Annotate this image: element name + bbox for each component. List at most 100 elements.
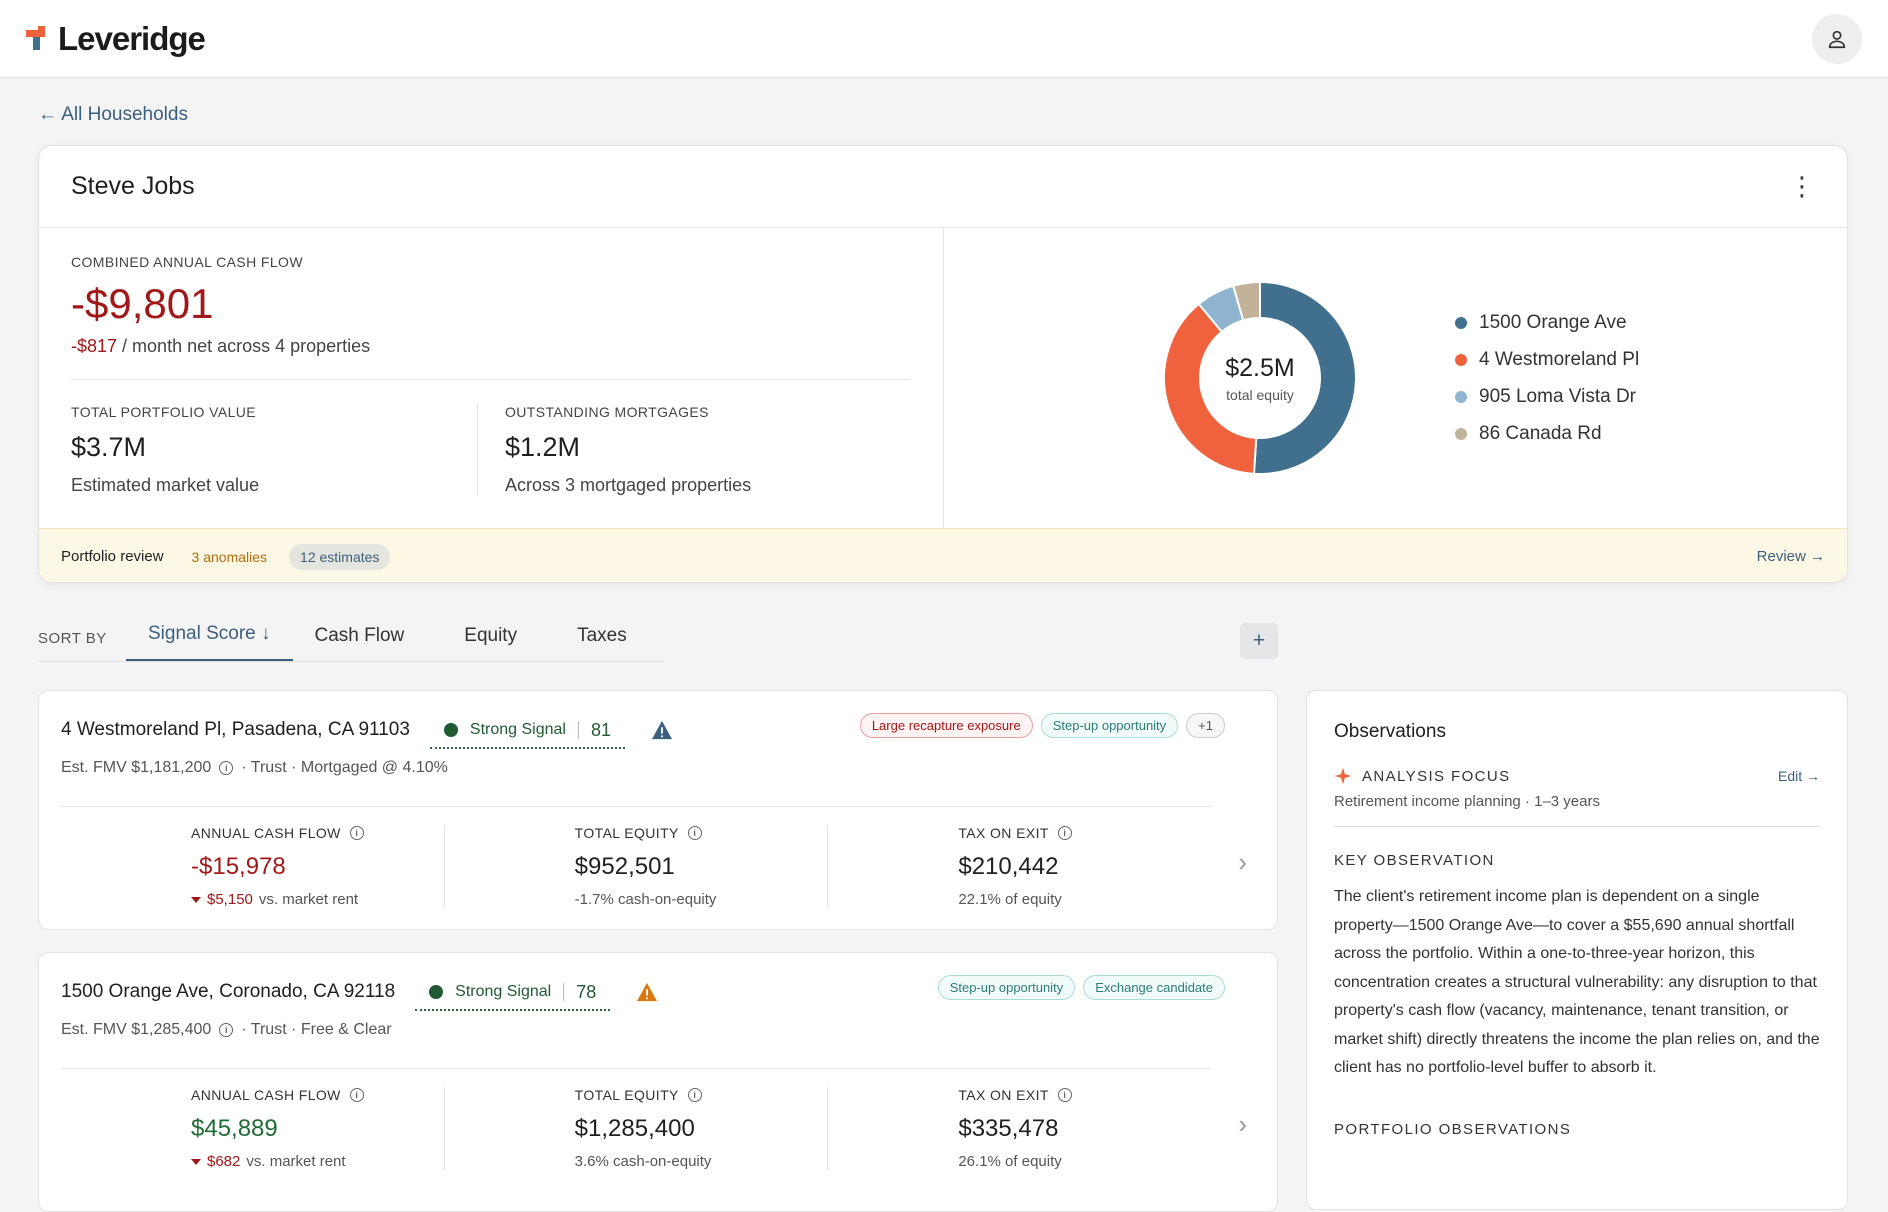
info-icon[interactable]: i [687,826,702,840]
tax-sub: 22.1% of equity [958,891,1062,908]
portfolio-value-metric: TOTAL PORTFOLIO VALUE $3.7M Estimated ma… [71,404,477,496]
household-header: Steve Jobs ⋮ [39,146,1847,228]
legend-item: 905 Loma Vista Dr [1455,386,1639,408]
annual-cash-flow-metric: ANNUAL CASH FLOW i $45,889 $682 vs. market… [61,1087,444,1170]
property-tags: Large recapture exposure Step-up opportu… [859,713,1225,738]
tag-more[interactable]: +1 [1186,713,1225,738]
top-bar: Leveridge [0,0,1888,78]
signal-label: Strong Signal [469,721,566,738]
add-property-button[interactable]: + [1240,623,1278,659]
property-address: 1500 Orange Ave, Coronado, CA 92118 [61,981,396,1002]
property-meta: Est. FMV $1,181,200 i · Trust · Mortgage… [61,759,1255,777]
donut-slice-4-westmoreland-pl[interactable] [1163,302,1258,475]
property-tags: Step-up opportunity Exchange candidate [937,975,1225,1000]
logo-mark-icon [26,25,45,50]
rent-delta: $682 [207,1153,241,1170]
chevron-right-icon[interactable]: › [1238,1109,1247,1139]
property-card[interactable]: 4 Westmoreland Pl, Pasadena, CA 91103 St… [38,690,1278,930]
observations-panel: Observations ANALYSIS FOCUS Edit → Retir… [1306,690,1848,1210]
info-icon[interactable]: i [349,1088,364,1102]
sort-tab-cash-flow[interactable]: Cash Flow [314,625,405,646]
legend-item: 4 Westmoreland Pl [1455,349,1639,371]
metric-label: ANNUAL CASH FLOW [191,1087,341,1103]
cash-flow-label: COMBINED ANNUAL CASH FLOW [71,254,303,270]
sort-tab-signal-score[interactable]: Signal Score ↓ [126,623,293,661]
portfolio-value-label: TOTAL PORTFOLIO VALUE [71,404,256,420]
legend-item: 86 Canada Rd [1455,423,1639,445]
caret-down-icon [191,1158,201,1165]
legend-label: 4 Westmoreland Pl [1479,348,1640,370]
user-menu-button[interactable] [1812,13,1862,64]
estimates-badge[interactable]: 12 estimates [289,543,391,570]
info-icon[interactable]: i [349,826,364,840]
tax-value: $335,478 [958,1115,1059,1142]
portfolio-value: $3.7M [71,432,147,462]
user-icon [1828,30,1846,48]
property-card[interactable]: 1500 Orange Ave, Coronado, CA 92118 Stro… [38,952,1278,1212]
cash-flow-value: -$9,801 [71,280,214,327]
chevron-right-icon[interactable]: › [1238,847,1247,877]
key-observation-label: KEY OBSERVATION [1334,852,1495,869]
total-equity-value: $2.5M [1225,353,1295,382]
anomalies-badge[interactable]: 3 anomalies [191,548,268,565]
info-icon[interactable]: i [1057,1088,1072,1102]
cash-flow-value: -$15,978 [191,853,286,880]
legend-swatch-icon [1455,390,1467,403]
cash-flow-value: $45,889 [191,1115,278,1142]
observations-title: Observations [1334,721,1446,742]
tag-exchange[interactable]: Exchange candidate [1083,975,1225,1000]
donut-slice-86-canada-rd[interactable] [1231,280,1261,322]
legend-label: 1500 Orange Ave [1479,311,1627,333]
equity-sub: 3.6% cash-on-equity [574,1153,712,1170]
tag-step-up[interactable]: Step-up opportunity [937,975,1076,1000]
portfolio-review-bar: Portfolio review 3 anomalies 12 estimate… [39,528,1847,582]
equity-legend: 1500 Orange Ave 4 Westmoreland Pl 905 Lo… [1455,312,1639,445]
mortgages-desc: Across 3 mortgaged properties [505,475,752,495]
sort-tab-equity[interactable]: Equity [464,625,518,646]
mortgages-metric: OUTSTANDING MORTGAGES $1.2M Across 3 mor… [477,404,911,496]
edit-focus-link[interactable]: Edit → [1777,768,1820,784]
signal-score-badge[interactable]: Strong Signal 81 [429,719,625,749]
review-link[interactable]: Review → [1756,548,1825,565]
total-equity-metric: TOTAL EQUITY i $1,285,400 3.6% cash-on-eq… [443,1087,828,1170]
info-icon[interactable]: i [1057,826,1072,840]
equity-breakdown: $2.5M total equity 1500 Orange Ave 4 Wes… [944,228,1847,528]
review-label: Portfolio review [61,548,164,565]
monthly-net: -$817 / month net across 4 properties [71,336,911,357]
tag-step-up[interactable]: Step-up opportunity [1040,713,1179,738]
tax-on-exit-metric: TAX ON EXIT i $210,442 22.1% of equity [827,825,1211,908]
legend-swatch-icon [1455,353,1467,366]
more-options-icon[interactable]: ⋮ [1789,171,1815,201]
mortgages-label: OUTSTANDING MORTGAGES [505,404,709,420]
warning-icon[interactable] [636,982,658,1002]
info-icon[interactable]: i [219,761,234,775]
equity-donut-chart: $2.5M total equity [1162,280,1358,476]
cash-flow-summary: COMBINED ANNUAL CASH FLOW -$9,801 -$817 … [39,228,944,528]
household-name: Steve Jobs [71,172,195,200]
sort-tab-taxes[interactable]: Taxes [577,625,627,646]
legend-swatch-icon [1455,427,1467,440]
tax-on-exit-metric: TAX ON EXIT i $335,478 26.1% of equity [827,1087,1211,1170]
caret-down-icon [191,896,201,903]
signal-label: Strong Signal [455,983,552,1000]
signal-score-badge[interactable]: Strong Signal 78 [415,982,611,1011]
sort-label: SORT BY [38,630,107,647]
app-logo[interactable]: Leveridge [26,20,206,58]
rent-delta: $5,150 [207,891,253,908]
equity-value: $952,501 [574,853,675,880]
equity-sub: -1.7% cash-on-equity [574,891,717,908]
donut-slice-1500-orange-ave[interactable] [1252,280,1357,475]
analysis-focus-label: ANALYSIS FOCUS [1362,767,1511,785]
household-summary-card: Steve Jobs ⋮ COMBINED ANNUAL CASH FLOW -… [38,145,1848,583]
analysis-focus-value: Retirement income planning · 1–3 years [1334,793,1820,827]
back-to-households-link[interactable]: ← All Households [38,104,188,125]
info-icon[interactable]: i [687,1088,702,1102]
info-icon[interactable]: i [219,1023,234,1037]
signal-score: 81 [590,719,611,740]
sparkle-icon [1334,767,1352,785]
tax-sub: 26.1% of equity [958,1153,1062,1170]
total-equity-label: total equity [1226,386,1294,403]
tag-recapture[interactable]: Large recapture exposure [859,713,1033,738]
warning-icon[interactable] [651,720,673,740]
tax-value: $210,442 [958,853,1059,880]
